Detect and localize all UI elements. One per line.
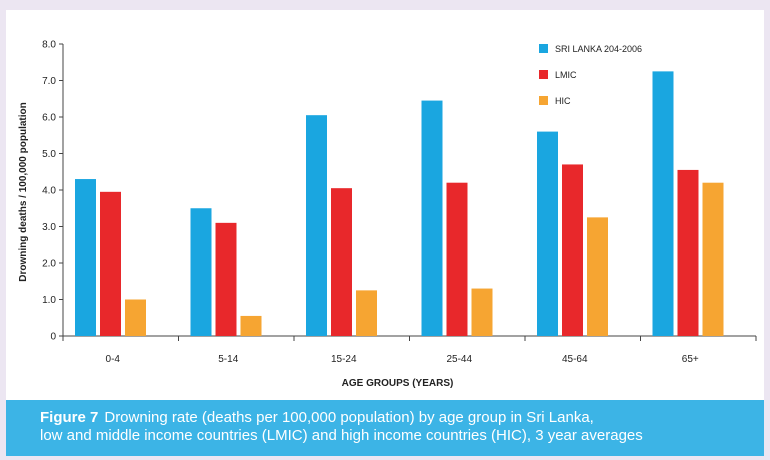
x-tick-label: 0-4	[106, 354, 121, 365]
y-axis-title: Drowning deaths / 100,000 population	[18, 102, 29, 281]
bar-3-45-64	[587, 217, 608, 336]
bar-2-25-44	[446, 182, 468, 336]
caption-text-1: Drowning rate (deaths per 100,000 popula…	[104, 409, 594, 426]
y-tick-label: 4.0	[42, 186, 56, 197]
x-tick-label: 65+	[682, 354, 699, 365]
bar-chart: 0 1.0 2.0 3.0 4.0 5.0 6.0 7.0 8.0 0-4 5-14 15-24 25-…	[18, 40, 757, 389]
y-tick-label: 6.0	[42, 113, 56, 124]
y-tick-label: 2.0	[42, 259, 56, 270]
legend-swatch-3	[539, 96, 548, 105]
bar-2-15-24	[331, 188, 352, 336]
y-tick-label: 1.0	[42, 295, 56, 306]
bar-3-0-4	[125, 299, 146, 336]
caption-line-1: Figure 7 Drowning rate (deaths per 100,00…	[40, 409, 764, 427]
legend-swatch-2	[539, 70, 548, 79]
bar-1-15-24	[306, 115, 327, 336]
legend-label-3: HIC	[555, 96, 571, 106]
bar-2-5-14	[215, 222, 237, 336]
y-tick-label: 3.0	[42, 222, 56, 233]
figure-caption: Figure 7 Drowning rate (deaths per 100,00…	[6, 400, 764, 456]
legend-swatch-1	[539, 44, 548, 53]
chart-card: 0 1.0 2.0 3.0 4.0 5.0 6.0 7.0 8.0 0-4 5-14 15-24 25-…	[6, 10, 764, 400]
y-tick-label: 8.0	[42, 40, 56, 51]
y-tick-label: 0	[50, 332, 56, 343]
bar-1-45-64	[537, 131, 558, 336]
bar-3-65+	[702, 182, 724, 336]
bar-2-0-4	[100, 191, 121, 336]
y-tick-label: 7.0	[42, 76, 56, 87]
legend-label-1: SRI LANKA 204-2006	[555, 44, 642, 54]
caption-line-2: low and middle income countries (LMIC) a…	[40, 427, 643, 444]
bar-2-65+	[677, 169, 699, 336]
figure-label: Figure 7	[40, 409, 99, 426]
bar-2-45-64	[562, 164, 583, 336]
x-tick-label: 5-14	[218, 354, 238, 365]
bar-1-25-44	[421, 100, 443, 336]
x-tick-label: 25-44	[446, 354, 472, 365]
bar-3-15-24	[356, 290, 377, 336]
x-tick-label: 45-64	[562, 354, 588, 365]
bar-3-5-14	[240, 315, 262, 336]
bar-1-0-4	[75, 179, 96, 336]
bar-1-65+	[652, 71, 674, 336]
x-tick-label: 15-24	[331, 354, 357, 365]
x-axis-title: AGE GROUPS (YEARS)	[342, 378, 454, 389]
legend-label-2: LMIC	[555, 70, 577, 80]
y-tick-label: 5.0	[42, 149, 56, 160]
bar-1-5-14	[190, 208, 212, 336]
bar-3-25-44	[471, 288, 493, 336]
